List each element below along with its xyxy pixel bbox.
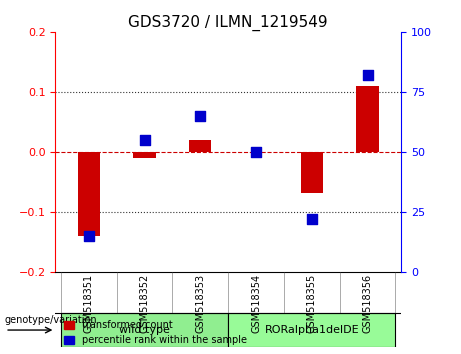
Text: genotype/variation: genotype/variation xyxy=(5,315,97,325)
Bar xyxy=(77,152,100,236)
Point xyxy=(364,72,371,78)
Text: GSM518351: GSM518351 xyxy=(84,274,94,333)
Point xyxy=(308,216,315,222)
Text: RORalpha1delDE: RORalpha1delDE xyxy=(265,325,359,335)
Point xyxy=(197,113,204,119)
Text: GSM518355: GSM518355 xyxy=(307,274,317,333)
Point xyxy=(252,149,260,155)
Bar xyxy=(356,86,379,152)
Title: GDS3720 / ILMN_1219549: GDS3720 / ILMN_1219549 xyxy=(128,14,328,30)
FancyBboxPatch shape xyxy=(61,313,228,347)
Point xyxy=(141,137,148,143)
Text: GSM518353: GSM518353 xyxy=(195,274,205,333)
FancyBboxPatch shape xyxy=(228,313,396,347)
Point xyxy=(85,233,93,239)
Bar xyxy=(133,152,156,158)
Text: GSM518352: GSM518352 xyxy=(140,274,149,333)
Text: wild type: wild type xyxy=(119,325,170,335)
Bar xyxy=(301,152,323,193)
Text: GSM518354: GSM518354 xyxy=(251,274,261,333)
Text: GSM518356: GSM518356 xyxy=(363,274,372,333)
Legend: transformed count, percentile rank within the sample: transformed count, percentile rank withi… xyxy=(60,316,250,349)
Bar xyxy=(189,140,212,152)
